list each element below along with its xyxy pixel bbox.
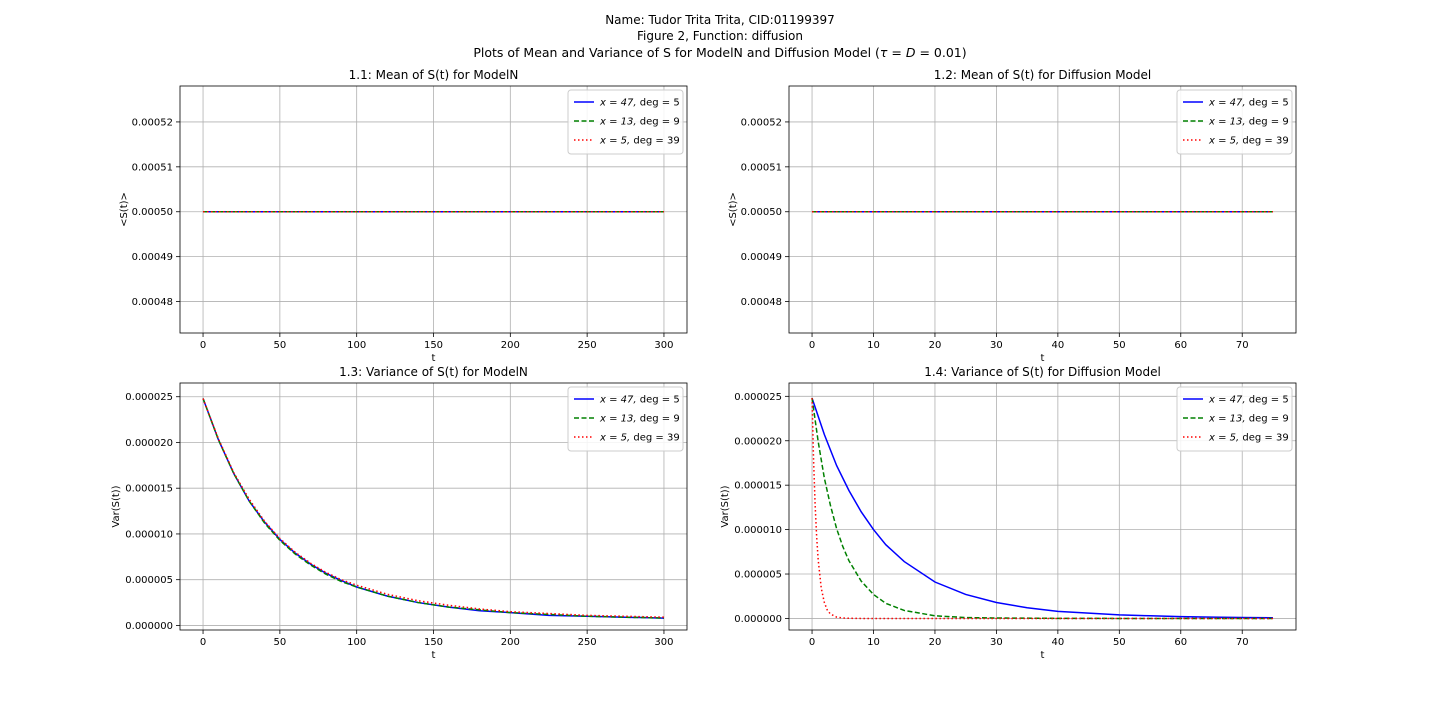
y-tick-label: 0.000005 bbox=[734, 570, 782, 581]
x-tick-label: 0 bbox=[809, 637, 815, 648]
series-line-3 bbox=[811, 398, 1273, 620]
legend-label: x = 13, deg = 9 bbox=[1208, 117, 1289, 128]
series-line-2 bbox=[202, 398, 664, 619]
legend-box bbox=[567, 89, 684, 155]
series-line-1 bbox=[811, 397, 1273, 619]
plot-frame bbox=[179, 85, 688, 334]
legend-label: x = 47, deg = 5 bbox=[1208, 395, 1289, 406]
x-tick-label: 0 bbox=[200, 340, 206, 351]
y-tick-label: 0.00048 bbox=[132, 297, 173, 308]
x-tick-label: 150 bbox=[424, 340, 443, 351]
x-tick-label: 100 bbox=[347, 637, 366, 648]
x-tick-label: 70 bbox=[1236, 340, 1249, 351]
y-tick-label: 0.00051 bbox=[741, 162, 782, 173]
x-tick-label: 300 bbox=[654, 637, 673, 648]
y-tick-label: 0.000010 bbox=[734, 525, 782, 536]
y-tick-label: 0.00052 bbox=[741, 117, 782, 128]
x-tick-label: 250 bbox=[578, 340, 597, 351]
plot-frame bbox=[788, 85, 1297, 334]
figure-suptitle-line2: Figure 2, Function: diffusion bbox=[637, 29, 803, 43]
y-tick-label: 0.00048 bbox=[741, 297, 782, 308]
x-tick-label: 10 bbox=[867, 637, 880, 648]
legend-label: x = 13, deg = 9 bbox=[599, 117, 680, 128]
y-tick-label: 0.000000 bbox=[125, 621, 173, 632]
x-tick-label: 0 bbox=[809, 340, 815, 351]
x-tick-label: 60 bbox=[1174, 637, 1187, 648]
y-axis-label: Var(S(t)) bbox=[720, 485, 731, 527]
y-tick-label: 0.000005 bbox=[125, 575, 173, 586]
y-axis-label: Var(S(t)) bbox=[111, 485, 122, 527]
y-tick-label: 0.00051 bbox=[132, 162, 173, 173]
chart-panel-3: 0 50 100 150 200 250 300 0.000000 0.000005 0.0000… bbox=[111, 365, 688, 661]
x-tick-label: 200 bbox=[501, 340, 520, 351]
y-tick-label: 0.000010 bbox=[125, 529, 173, 540]
y-tick-label: 0.000020 bbox=[125, 438, 173, 449]
y-tick-label: 0.000015 bbox=[125, 484, 173, 495]
x-tick-label: 30 bbox=[990, 637, 1003, 648]
chart-title: 1.2: Mean of S(t) for Diffusion Model bbox=[934, 68, 1151, 82]
plot-frame bbox=[788, 382, 1297, 631]
y-tick-label: 0.00049 bbox=[132, 252, 173, 263]
legend: x = 47, deg = 5 x = 13, deg = 9 x = 5, deg… bbox=[567, 89, 684, 155]
legend-label: x = 5, deg = 39 bbox=[599, 433, 680, 444]
legend-box bbox=[567, 386, 684, 452]
y-tick-label: 0.000015 bbox=[734, 481, 782, 492]
chart-title: 1.1: Mean of S(t) for ModelN bbox=[349, 68, 519, 82]
legend-box bbox=[1176, 386, 1293, 452]
x-tick-label: 20 bbox=[929, 340, 942, 351]
legend-label: x = 47, deg = 5 bbox=[599, 395, 680, 406]
figure-suptitle-line3: Plots of Mean and Variance of S for Mode… bbox=[473, 45, 967, 60]
y-tick-label: 0.00049 bbox=[741, 252, 782, 263]
legend: x = 47, deg = 5 x = 13, deg = 9 x = 5, deg… bbox=[1176, 386, 1293, 452]
x-axis-label: t bbox=[432, 650, 436, 661]
y-tick-label: 0.00050 bbox=[741, 207, 782, 218]
y-tick-label: 0.000000 bbox=[734, 614, 782, 625]
x-tick-label: 60 bbox=[1174, 340, 1187, 351]
x-tick-label: 200 bbox=[501, 637, 520, 648]
chart-title: 1.3: Variance of S(t) for ModelN bbox=[339, 365, 528, 379]
legend-label: x = 5, deg = 39 bbox=[1208, 433, 1289, 444]
chart-title: 1.4: Variance of S(t) for Diffusion Mode… bbox=[924, 365, 1161, 379]
x-tick-label: 40 bbox=[1051, 637, 1064, 648]
x-axis-label: t bbox=[1041, 353, 1045, 364]
x-tick-label: 50 bbox=[273, 340, 286, 351]
x-tick-label: 250 bbox=[578, 637, 597, 648]
x-tick-label: 10 bbox=[867, 340, 880, 351]
legend-label: x = 13, deg = 9 bbox=[599, 414, 680, 425]
x-tick-label: 70 bbox=[1236, 637, 1249, 648]
legend: x = 47, deg = 5 x = 13, deg = 9 x = 5, deg… bbox=[1176, 89, 1293, 155]
legend: x = 47, deg = 5 x = 13, deg = 9 x = 5, deg… bbox=[567, 386, 684, 452]
y-tick-label: 0.00050 bbox=[132, 207, 173, 218]
x-axis-label: t bbox=[432, 353, 436, 364]
x-tick-label: 50 bbox=[273, 637, 286, 648]
y-axis-label: <S(t)> bbox=[728, 192, 739, 227]
x-tick-label: 100 bbox=[347, 340, 366, 351]
legend-label: x = 47, deg = 5 bbox=[1208, 98, 1289, 109]
legend-label: x = 5, deg = 39 bbox=[599, 136, 680, 147]
x-tick-label: 150 bbox=[424, 637, 443, 648]
x-tick-label: 50 bbox=[1113, 637, 1126, 648]
chart-panel-4: 0 10 20 30 40 50 60 70 0.000000 0.000005 0.000010 0… bbox=[720, 365, 1297, 661]
x-tick-label: 300 bbox=[654, 340, 673, 351]
plot-frame bbox=[179, 382, 688, 631]
figure-suptitle-line1: Name: Tudor Trita Trita, CID:01199397 bbox=[605, 13, 835, 27]
x-tick-label: 30 bbox=[990, 340, 1003, 351]
y-axis-label: <S(t)> bbox=[119, 192, 130, 227]
x-tick-label: 50 bbox=[1113, 340, 1126, 351]
y-tick-label: 0.00052 bbox=[132, 117, 173, 128]
legend-label: x = 13, deg = 9 bbox=[1208, 414, 1289, 425]
chart-panel-2: 0 10 20 30 40 50 60 70 0.00048 0.00049 0.00050 0.00… bbox=[728, 68, 1297, 364]
y-tick-label: 0.000020 bbox=[734, 436, 782, 447]
x-tick-label: 40 bbox=[1051, 340, 1064, 351]
legend-label: x = 5, deg = 39 bbox=[1208, 136, 1289, 147]
x-tick-label: 0 bbox=[200, 637, 206, 648]
x-axis-label: t bbox=[1041, 650, 1045, 661]
x-tick-label: 20 bbox=[929, 637, 942, 648]
legend-label: x = 47, deg = 5 bbox=[599, 98, 680, 109]
chart-panel-1: 0 50 100 150 200 250 300 0.00048 0.00049 0.00050 0… bbox=[119, 68, 688, 364]
legend-box bbox=[1176, 89, 1293, 155]
y-tick-label: 0.000025 bbox=[734, 392, 782, 403]
y-tick-label: 0.000025 bbox=[125, 392, 173, 403]
